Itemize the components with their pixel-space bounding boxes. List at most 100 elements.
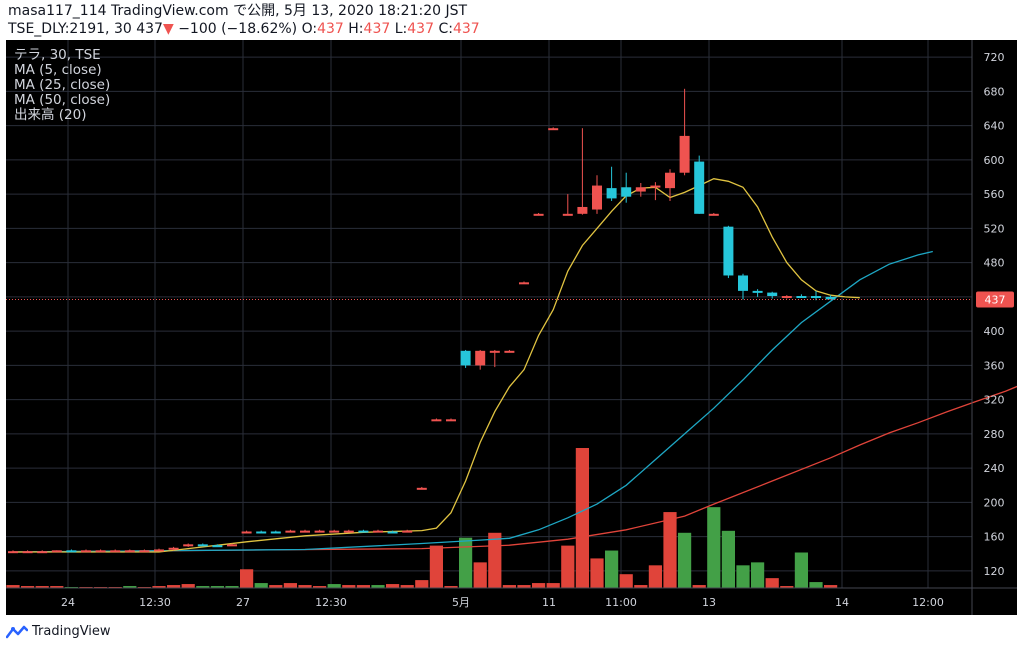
y-tick-label: 640	[984, 120, 1005, 133]
candle-body	[519, 282, 529, 285]
ma50-line	[12, 385, 1017, 553]
chart-area[interactable]: 7206806406005605204804404003603202802402…	[6, 40, 1017, 615]
price-chart[interactable]: 7206806406005605204804404003603202802402…	[6, 40, 1017, 615]
candle-body	[475, 350, 486, 366]
candle-body	[81, 550, 91, 553]
y-tick-label: 160	[984, 531, 1005, 544]
volume-bar	[575, 448, 589, 588]
candle-body	[168, 547, 179, 550]
candle-body	[577, 206, 588, 214]
volume-bar	[561, 545, 575, 588]
high-label: H:	[348, 21, 364, 37]
last-price-tag-label: 437	[985, 293, 1006, 306]
candle-body	[533, 213, 544, 216]
candle-body	[431, 419, 442, 422]
volume-bar	[196, 586, 210, 588]
x-tick-label: 12:00	[912, 596, 944, 609]
legend-ma50: MA (50, close)	[14, 92, 111, 108]
chart-legend: テラ, 30, TSE MA (5, close) MA (25, close)…	[14, 48, 110, 123]
ma25-line	[12, 250, 933, 553]
volume-bar	[35, 586, 49, 588]
volume-bar	[751, 562, 765, 588]
volume-bar	[473, 562, 487, 588]
candle-body	[285, 530, 296, 533]
volume-bar	[298, 585, 312, 588]
chart-header: masa117_114 TradingView.com で公開, 5月 13, …	[0, 0, 1024, 40]
volume-bar	[371, 585, 385, 588]
x-tick-label: 11	[542, 596, 556, 609]
legend-title: テラ, 30, TSE	[14, 47, 101, 63]
volume-bar	[152, 586, 166, 588]
volume-bar	[21, 586, 35, 588]
candle-body	[752, 290, 763, 293]
y-tick-label: 480	[984, 257, 1005, 270]
volume-bar	[356, 585, 370, 588]
volume-bar	[605, 550, 619, 588]
candle-body	[679, 135, 690, 173]
candle-body	[197, 544, 208, 547]
candle-body	[343, 530, 354, 533]
volume-bar	[167, 585, 181, 588]
candle-body	[139, 550, 150, 553]
volume-bar	[707, 507, 721, 588]
volume-bar	[269, 585, 283, 588]
ohlc-line: TSE_DLY:2191, 30 437▼ −100 (−18.62%) O:4…	[8, 21, 480, 38]
x-tick-label: 5月	[452, 596, 470, 609]
candle-body	[606, 188, 617, 199]
candle-body	[402, 530, 413, 533]
volume-bar	[663, 512, 677, 588]
down-arrow-icon: ▼	[162, 21, 174, 37]
volume-bar	[794, 552, 808, 588]
volume-bar	[765, 578, 779, 588]
candle-body	[460, 350, 471, 366]
y-tick-label: 320	[984, 394, 1005, 407]
candle-body	[738, 275, 748, 291]
volume-bar	[809, 582, 823, 588]
candle-body	[37, 551, 48, 554]
candle-body	[8, 551, 18, 554]
candle-body	[241, 531, 252, 534]
candle-body	[562, 213, 573, 216]
candle-body	[723, 226, 734, 276]
volume-bar	[590, 558, 604, 588]
price-change: −100 (−18.62%)	[178, 21, 298, 37]
candle-body	[95, 550, 106, 553]
volume-bar	[400, 585, 414, 588]
volume-bar	[721, 530, 735, 588]
volume-bar	[342, 585, 356, 588]
volume-bar	[459, 537, 473, 588]
candle-body	[650, 185, 661, 188]
x-tick-label: 12:30	[315, 596, 347, 609]
legend-volume: 出来高 (20)	[14, 107, 87, 123]
volume-bar	[415, 580, 429, 588]
volume-bar	[780, 586, 794, 588]
high-value: 437	[363, 21, 391, 37]
candle-body	[635, 187, 646, 192]
candle-body	[66, 550, 77, 553]
volume-bar	[648, 565, 662, 588]
y-tick-label: 360	[984, 359, 1005, 372]
low-value: 437	[407, 21, 434, 37]
volume-bar	[327, 584, 341, 588]
volume-bar	[313, 586, 327, 588]
y-tick-label: 200	[984, 496, 1005, 509]
candle-body	[183, 544, 194, 547]
y-tick-label: 240	[984, 462, 1005, 475]
volume-bar	[619, 574, 633, 588]
footer: TradingView	[0, 615, 1024, 647]
volume-bar	[678, 532, 692, 588]
volume-bar	[532, 583, 546, 588]
x-tick-label: 12:30	[139, 596, 171, 609]
candle-body	[314, 530, 325, 533]
x-tick-label: 13	[702, 596, 716, 609]
volume-bar	[254, 583, 268, 588]
candle-body	[373, 530, 383, 533]
candle-body	[781, 296, 792, 299]
volume-bar	[240, 569, 254, 588]
x-tick-label: 11:00	[605, 596, 637, 609]
publish-line: masa117_114 TradingView.com で公開, 5月 13, …	[8, 3, 468, 19]
candle-body	[256, 531, 267, 534]
volume-bar	[50, 586, 64, 588]
candle-body	[270, 531, 281, 534]
tradingview-brand[interactable]: TradingView	[6, 624, 111, 639]
